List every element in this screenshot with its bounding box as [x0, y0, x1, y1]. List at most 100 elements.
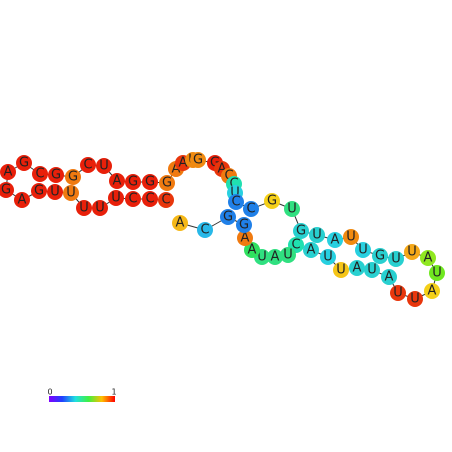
nucleotide-label: G [68, 170, 78, 185]
nucleotide: A [420, 250, 436, 266]
nucleotide-circle [125, 174, 141, 190]
nucleotide-circle [388, 251, 404, 267]
nucleotide-circle [364, 262, 380, 278]
nucleotide: G [31, 183, 47, 199]
nucleotide-circle [96, 158, 112, 174]
nucleotide-circle [303, 242, 319, 258]
nucleotide-label: C [231, 195, 240, 210]
nucleotide-circle [424, 283, 440, 299]
nucleotide-label: C [200, 223, 209, 238]
nucleotide: A [109, 173, 125, 189]
nucleotide: A [14, 192, 30, 208]
nucleotide: U [364, 262, 380, 278]
nucleotide-circle [47, 184, 63, 200]
nucleotide-label: U [287, 202, 297, 217]
nucleotide-circle [197, 222, 213, 238]
nucleotide: A [237, 230, 253, 246]
nucleotide-label: G [267, 194, 277, 209]
nucleotide-label: U [367, 263, 377, 278]
nucleotide-label: C [145, 192, 154, 207]
nucleotide-label: G [128, 175, 138, 190]
nucleotide: A [267, 249, 283, 265]
nucleotide: U [47, 184, 63, 200]
nucleotide-label: A [428, 284, 437, 299]
nucleotide-circle [220, 209, 236, 225]
nucleotide: G [142, 174, 158, 190]
nucleotide-label: U [312, 228, 322, 243]
nucleotide: U [333, 262, 349, 278]
nucleotide-label: G [223, 210, 233, 225]
nucleotide-circle [320, 249, 336, 265]
nucleotide-label: G [296, 224, 306, 239]
nucleotide-label: G [239, 218, 249, 233]
nucleotide-circle [190, 152, 206, 168]
nucleotide-label: U [432, 266, 442, 281]
nucleotide: A [244, 242, 260, 258]
nucleotide-label: G [210, 156, 220, 171]
nucleotide-label: U [407, 245, 417, 260]
nucleotide-label: G [51, 168, 61, 183]
nucleotide: A [303, 242, 319, 258]
nucleotide-circle [31, 183, 47, 199]
legend-min: 0 [47, 388, 52, 397]
nucleotide-circle [381, 269, 397, 285]
nucleotide: A [349, 260, 365, 276]
nucleotide-label: A [4, 165, 13, 180]
nucleotide-label: U [230, 186, 240, 201]
nucleotide-circle [0, 182, 14, 198]
nucleotide: C [32, 166, 48, 182]
nucleotide: A [172, 215, 188, 231]
nucleotide: G [190, 152, 206, 168]
nucleotide-circle [80, 157, 96, 173]
nucleotide-circle [404, 244, 420, 260]
nucleotide-circle [63, 185, 79, 201]
nucleotide-label: G [19, 156, 29, 171]
nucleotide-circle [264, 193, 280, 209]
nucleotide-label: G [1, 183, 11, 198]
nucleotide-label: A [271, 250, 280, 265]
nucleotide-circle [349, 260, 365, 276]
nucleotide-label: C [35, 167, 44, 182]
nucleotide-label: U [79, 201, 89, 216]
nucleotide-label: C [246, 202, 255, 217]
nucleotide: G [0, 182, 14, 198]
nucleotide-label: U [323, 250, 333, 265]
nucleotide-circle [372, 248, 388, 264]
nucleotide-label: A [307, 243, 316, 258]
nucleotide-label: A [241, 231, 250, 246]
nucleotide-circle [159, 175, 175, 191]
nucleotide-label: U [111, 191, 121, 206]
nucleotides: CCCUUUUUGAGAGCGGCUAGGGAAUGGACCUCCGUGUAUU… [0, 152, 445, 307]
nucleotide-circle [142, 191, 158, 207]
nucleotide: U [404, 244, 420, 260]
nucleotide: U [96, 158, 112, 174]
nucleotide-circle [14, 192, 30, 208]
nucleotide-label: U [99, 159, 109, 174]
nucleotide-circle [16, 155, 32, 171]
nucleotide-circle [327, 232, 343, 248]
nucleotide: U [320, 249, 336, 265]
nucleotide-circle [293, 223, 309, 239]
nucleotide-circle [92, 200, 108, 216]
nucleotide-circle [236, 217, 252, 233]
nucleotide-circle [172, 215, 188, 231]
nucleotide-label: G [193, 153, 203, 168]
nucleotide-circle [228, 194, 244, 210]
nucleotide: U [280, 247, 296, 263]
nucleotide: A [381, 269, 397, 285]
nucleotide: U [309, 227, 325, 243]
nucleotide-label: U [393, 286, 403, 301]
nucleotide-circle [280, 247, 296, 263]
legend-bar [49, 396, 115, 402]
nucleotide: A [424, 283, 440, 299]
nucleotide-label: U [336, 263, 346, 278]
nucleotide-circle [108, 190, 124, 206]
nucleotide-label: A [353, 261, 362, 276]
nucleotide-circle [125, 191, 141, 207]
nucleotide: G [48, 167, 64, 183]
nucleotide: U [390, 285, 406, 301]
nucleotide-circle [142, 174, 158, 190]
nucleotide: U [92, 200, 108, 216]
nucleotide-circle [420, 250, 436, 266]
